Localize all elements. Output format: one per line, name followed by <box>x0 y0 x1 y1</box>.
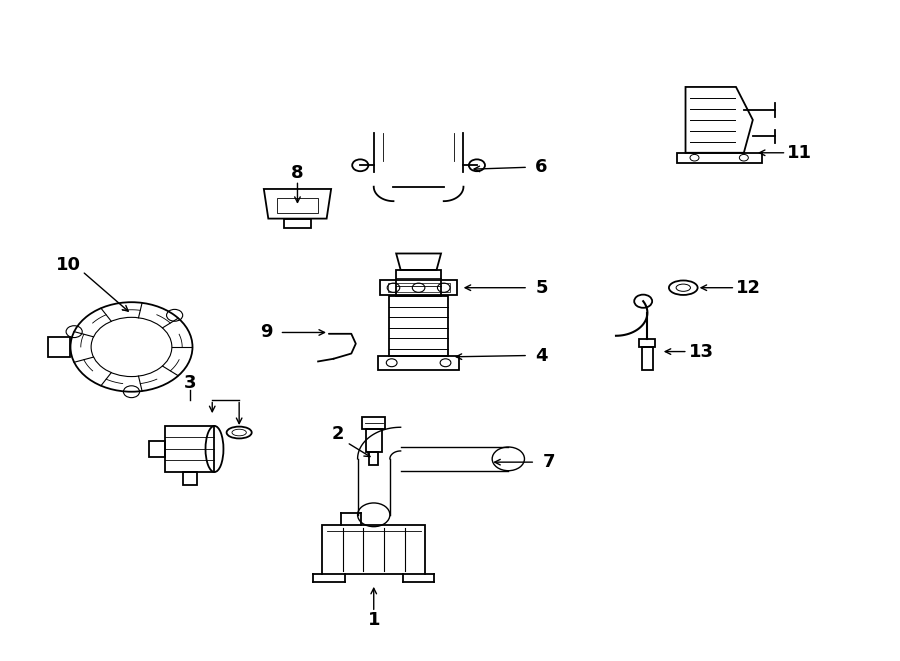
Text: 12: 12 <box>736 279 761 297</box>
Text: 10: 10 <box>56 256 81 274</box>
Text: 1: 1 <box>367 611 380 629</box>
Text: 11: 11 <box>788 144 813 162</box>
Text: 7: 7 <box>543 453 555 471</box>
Text: 6: 6 <box>536 158 548 176</box>
Text: 4: 4 <box>536 346 548 364</box>
Text: 9: 9 <box>260 323 273 342</box>
Text: 13: 13 <box>688 342 714 360</box>
Text: 8: 8 <box>292 163 304 182</box>
Text: 5: 5 <box>536 279 548 297</box>
Text: 2: 2 <box>331 426 344 444</box>
Text: 3: 3 <box>184 374 196 392</box>
